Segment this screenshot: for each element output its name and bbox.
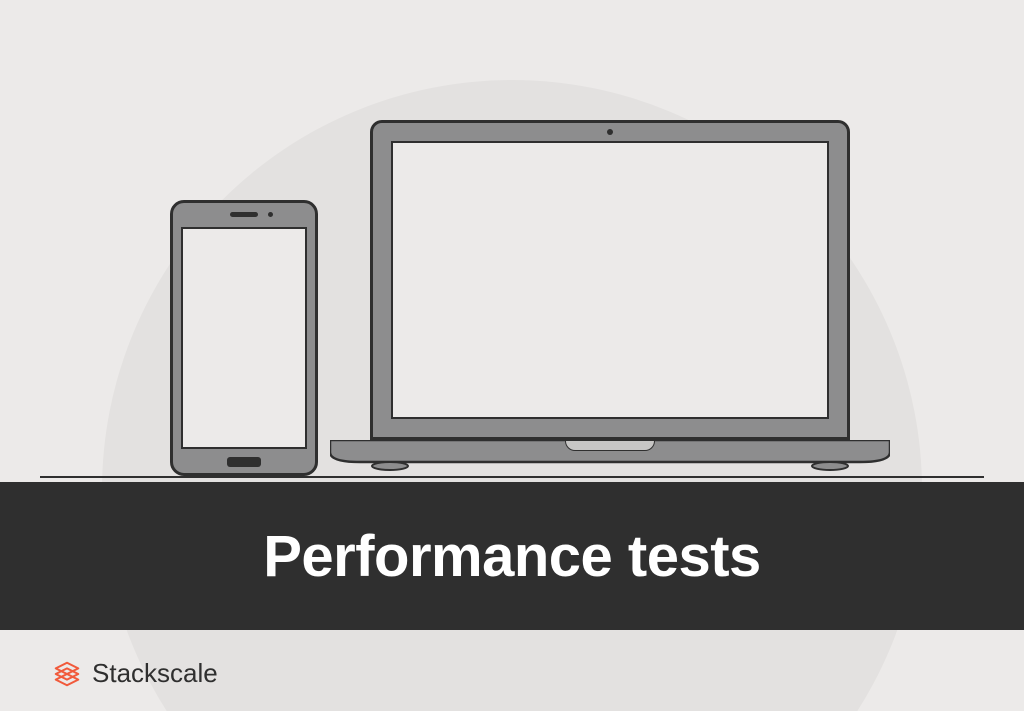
laptop-device [370, 120, 850, 440]
laptop-lid [370, 120, 850, 440]
laptop-screen [391, 141, 829, 419]
surface-line [40, 476, 984, 478]
phone-screen [181, 227, 307, 449]
laptop-trackpad-notch [565, 441, 655, 451]
brand-name: Stackscale [92, 658, 218, 689]
phone-body [170, 200, 318, 476]
title-band: Performance tests [0, 482, 1024, 630]
stack-logo-icon [52, 659, 82, 689]
phone-camera [268, 212, 273, 217]
phone-speaker [230, 212, 258, 217]
phone-home-button [227, 457, 261, 467]
infographic-canvas: Performance tests Stackscale [0, 0, 1024, 711]
brand: Stackscale [52, 658, 218, 689]
phone-device [170, 200, 318, 476]
title-text: Performance tests [263, 523, 761, 590]
laptop-camera [607, 129, 613, 135]
